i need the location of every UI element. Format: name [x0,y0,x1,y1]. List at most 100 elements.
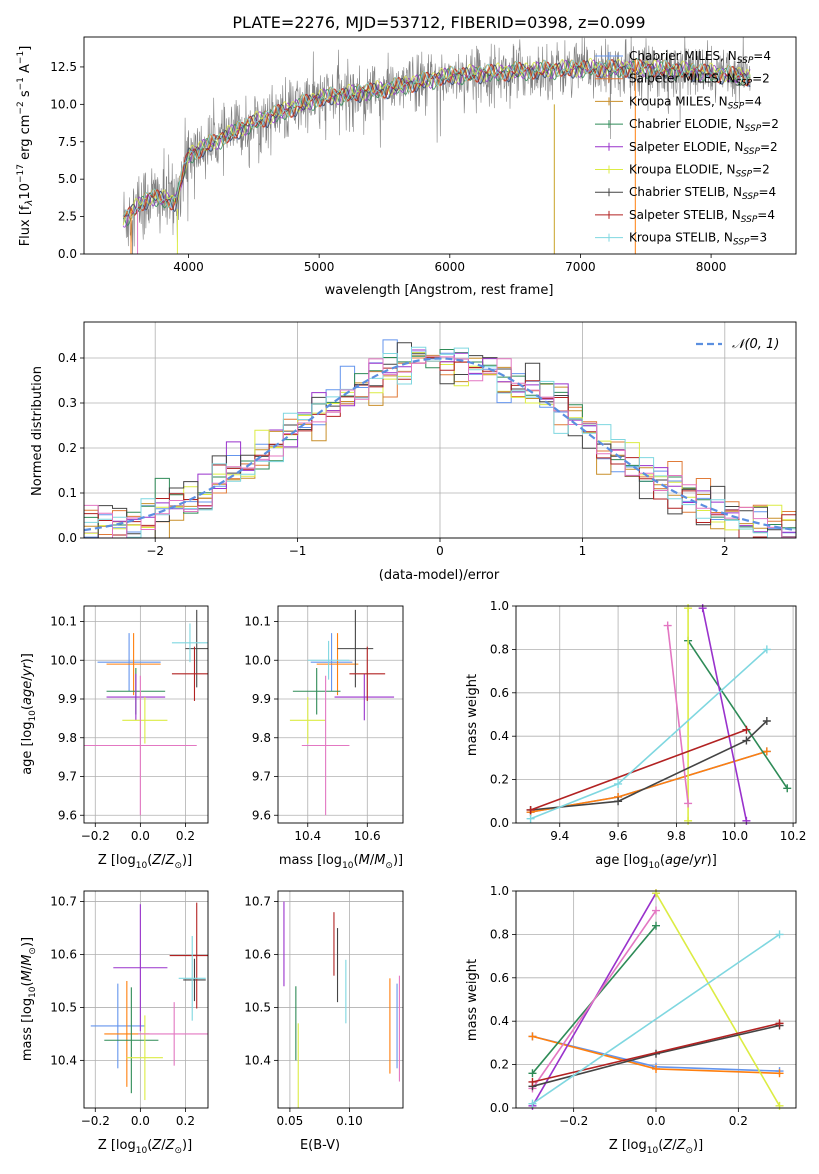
spectrum-plot-area [122,37,751,254]
weight-vs-age-panel: age [log10(age/yr)] mass weight 9.4 9.6 9.… [465,599,806,871]
mass-vs-ebv-xlabel: E(B-V) [300,1138,340,1153]
mass_vs_ebv-ytick-label: 10.5 [244,1000,271,1014]
legend-entry: Chabrier STELIB, NSSP=4 [629,185,776,202]
age_vs_mass-xtick-label: 10.6 [354,829,381,843]
weight_vs_Z-xtick-label: −0.2 [559,1114,588,1128]
spectrum-panel: wavelength [Angstrom, rest frame] Flux [… [16,36,797,298]
weight-series-line [530,750,768,813]
residuals-panel: (data-model)/error Normed distribution −… [30,321,797,583]
legend-entry-val: =2 [760,140,778,154]
spectrum-xtick-label: 6000 [435,260,466,274]
age_vs_mass-ytick-label: 9.6 [252,808,271,822]
legend-entry-val: =3 [749,231,767,245]
mass_vs_ebv-plot-area [283,901,400,1108]
spectrum-ytick-label: 12.5 [50,60,77,74]
weight_vs_age-ytick-label: 0.6 [490,686,509,700]
weight_vs_age-xtick-label: 9.4 [550,829,569,843]
weight_vs_age-ytick-label: 0.2 [490,773,509,787]
mass_vs_Z-xtick-label: −0.2 [81,1114,110,1128]
age_vs_mass-ytick-label: 10.0 [244,653,271,667]
weight_vs_Z-xtick-label: 0.2 [729,1114,748,1128]
age_vs_Z-ytick-label: 9.9 [58,692,77,706]
mass_vs_ebv-ytick-label: 10.4 [244,1053,271,1067]
weight-point-marker [762,645,771,654]
residuals-ytick-label: 0.1 [58,486,77,500]
age_vs_Z-ytick-label: 9.6 [58,808,77,822]
legend-entry: Chabrier ELODIE, NSSP=2 [629,117,779,134]
mass_vs_Z-xtick-label: 0.0 [131,1114,150,1128]
residuals-xtick-label: 0 [436,544,444,558]
age_vs_Z-plot-area [84,609,208,816]
weight-series-line [530,720,768,811]
weight_vs_Z-ytick-label: 0.2 [490,1058,509,1072]
weight-series-line [532,1022,780,1083]
legend-entry-sub: SSP [745,124,762,134]
weight_vs_Z-ytick-label: 0.4 [490,1014,509,1028]
legend-entry: Salpeter STELIB, NSSP=4 [629,208,775,225]
weight_vs_Z-xtick-label: 0.0 [646,1114,665,1128]
weight_vs_age-xtick-label: 9.6 [609,829,628,843]
legend-entry-val: =4 [757,208,775,222]
legend-entry-val: =2 [761,117,779,131]
residuals-ytick-label: 0.0 [58,531,77,545]
spectrum-ytick-label: 2.5 [58,210,77,224]
mass_vs_Z-ytick-label: 10.6 [50,948,77,962]
legend-entry-sub: SSP [736,170,753,180]
residuals-plot-area [84,339,796,538]
age_vs_mass-ytick-label: 10.1 [244,615,271,629]
age-vs-Z-xlabel: Z [log10(Z/Z⊙)] [98,853,192,871]
weight-point-marker [684,799,693,808]
weight_vs_Z-ytick-label: 0.6 [490,971,509,985]
weight_vs_age-ytick-label: 1.0 [490,599,509,613]
residuals-ytick-label: 0.4 [58,351,77,365]
weight-point-marker [775,1069,784,1078]
mass_vs_Z-xtick-label: 0.2 [176,1114,195,1128]
age_vs_Z-xtick-label: −0.2 [81,829,110,843]
legend-entry: Kroupa MILES, NSSP=4 [629,94,762,111]
weight-point-marker [526,814,535,823]
legend-entry-name: Salpeter MILES, N [629,72,736,86]
spectrum-xtick-label: 4000 [173,260,204,274]
weight_vs_age-xtick-label: 10.2 [780,829,807,843]
weight-series-line [687,640,788,789]
weight-point-marker [775,1101,784,1110]
weight-series-line [530,728,747,811]
spectrum-ylabel: Flux [fλ10−17 erg cm−2 s−1 A−1] [16,46,35,247]
weight-vs-age-xlabel: age [log10(age/yr)] [595,853,717,871]
residuals-xlabel: (data-model)/error [379,568,500,583]
weight-point-marker [698,604,707,613]
weight_vs_Z-ytick-label: 0.8 [490,927,509,941]
legend-entry-val: =4 [753,49,771,63]
residuals-ytick-label: 0.3 [58,396,77,410]
weight-point-marker [528,1032,537,1041]
figure-title: PLATE=2276, MJD=53712, FIBERID=0398, z=0… [232,13,645,32]
legend-normal-label: 𝒩(0, 1) [732,337,779,352]
weight-point-marker [528,1069,537,1078]
weight_vs_Z-frame [515,890,797,1109]
age_vs_mass-xtick-label: 10.4 [294,829,321,843]
weight-point-marker [684,816,693,825]
age_vs_mass-ytick-label: 9.9 [252,692,271,706]
weight_vs_age-ytick-label: 0.4 [490,729,509,743]
weight-point-marker [762,747,771,756]
weight-series-line [701,608,748,821]
age_vs_Z-ytick-label: 9.8 [58,731,77,745]
weight-point-marker [528,1099,537,1108]
mass_vs_Z-ytick-label: 10.5 [50,1000,77,1014]
legend-entry-sub: SSP [742,192,759,202]
mass-vs-Z-panel: Z [log10(Z/Z⊙)] mass [log10(M/M⊙)] −0.2 0… [20,890,209,1156]
age-vs-mass-xlabel: mass [log10(M/M⊙)] [279,853,403,871]
weight-vs-age-ylabel: mass weight [465,674,480,756]
weight-point-marker [663,621,672,630]
legend-entry-sub: SSP [741,215,758,225]
legend-entry-name: Chabrier STELIB, N [629,185,742,199]
weight_vs_age-xtick-label: 9.8 [667,829,686,843]
weight-vs-Z-ylabel: mass weight [465,959,480,1041]
mass-vs-ebv-panel: E(B-V) 0.05 0.10 10.4 10.5 10.6 10.7 [244,890,404,1153]
age_vs_Z-xtick-label: 0.2 [176,829,195,843]
weight_vs_age-frame [515,605,797,824]
mass_vs_ebv-ytick-label: 10.6 [244,948,271,962]
